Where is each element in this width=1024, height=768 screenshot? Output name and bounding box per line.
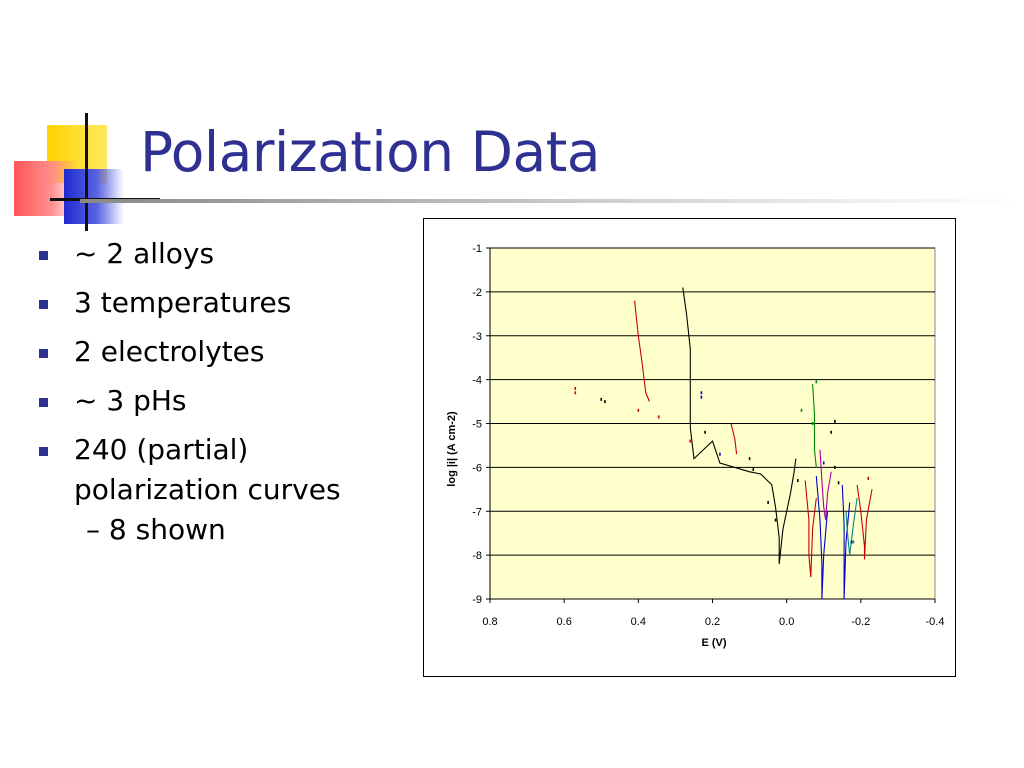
x-tick-label: -0.2 [851, 616, 870, 628]
data-point [719, 452, 721, 456]
bullet-list: ~ 2 alloys 3 temperatures 2 electrolytes… [36, 234, 396, 559]
bullet-text: ~ 2 alloys [74, 237, 215, 270]
bullet-item: 240 (partial) polarization curves – 8 sho… [36, 430, 396, 550]
decorative-logo [0, 105, 160, 235]
data-point [867, 476, 870, 480]
polarization-curve [804, 480, 817, 578]
y-tick-label: -7 [472, 506, 482, 518]
data-point [704, 430, 706, 434]
bullet-text: 3 temperatures [74, 286, 292, 319]
y-tick-label: -5 [472, 419, 482, 431]
data-point [800, 408, 803, 412]
polarization-curve [815, 476, 829, 600]
data-point [830, 430, 832, 434]
polarization-curve [845, 498, 858, 556]
bullet-item: 3 temperatures [36, 283, 396, 323]
bullet-marker [39, 300, 48, 309]
data-point [574, 386, 577, 390]
data-point [748, 457, 751, 461]
sub-bullet-text: – 8 shown [86, 513, 226, 546]
data-point [752, 468, 755, 472]
polarization-curve [730, 423, 738, 455]
polarization-chart: -1 -2 -3 -4 -5 -6 -7 -8 -9 0.8 0.6 0.4 0.2 0.0 -0.2 -0.… [423, 218, 956, 677]
title-underline [80, 199, 1020, 203]
x-tick-label: -0.4 [926, 616, 945, 628]
polarization-curve [682, 287, 797, 564]
bullet-item: ~ 3 pHs [36, 381, 396, 421]
data-point [852, 540, 855, 544]
polarization-curve [841, 484, 851, 600]
slide-title: Polarization Data [140, 120, 600, 184]
data-point [811, 422, 814, 425]
polarization-curve [856, 484, 873, 560]
bullet-marker [39, 251, 48, 260]
data-point [700, 391, 703, 395]
polarization-curve [634, 300, 651, 402]
logo-blue-square [64, 169, 124, 224]
data-point [637, 408, 640, 412]
data-point [815, 380, 818, 384]
bullet-marker [39, 398, 48, 407]
data-point [600, 397, 603, 401]
bullet-text: 240 (partial) polarization curves [74, 433, 341, 506]
y-tick-label: -2 [472, 287, 482, 299]
data-point [834, 465, 836, 469]
bullet-text: 2 electrolytes [74, 335, 265, 368]
x-tick-label: 0.4 [631, 616, 646, 628]
x-axis-label: E (V) [701, 637, 727, 649]
data-point [850, 540, 853, 544]
data-point [767, 500, 769, 504]
y-tick-label: -9 [472, 594, 482, 606]
data-point [837, 481, 840, 485]
x-tick-label: 0.0 [779, 616, 794, 628]
data-point [657, 415, 660, 419]
bullet-item: ~ 2 alloys [36, 234, 396, 274]
bullet-text: ~ 3 pHs [74, 384, 187, 417]
y-tick-label: -3 [472, 331, 482, 343]
bullet-marker [39, 447, 48, 456]
data-point [774, 518, 777, 522]
data-point [796, 479, 799, 483]
y-tick-label: -1 [472, 243, 482, 255]
y-tick-label: -8 [472, 550, 482, 562]
data-point [689, 439, 692, 443]
x-tick-label: 0.8 [482, 616, 497, 628]
polarization-curve [819, 449, 832, 521]
data-point [574, 391, 577, 395]
bullet-item: 2 electrolytes [36, 332, 396, 372]
x-tick-label: 0.2 [705, 616, 720, 628]
data-point [700, 395, 703, 399]
chart-svg: -1 -2 -3 -4 -5 -6 -7 -8 -90.8 0.6 0.4 0.2 0.0 -0.2 -0.… [472, 243, 945, 628]
bullet-marker [39, 349, 48, 358]
data-point [822, 461, 825, 465]
y-tick-label: -4 [472, 375, 482, 387]
data-point [843, 527, 845, 531]
y-tick-label: -6 [472, 462, 482, 474]
x-tick-label: 0.6 [557, 616, 572, 628]
logo-vertical-line [85, 113, 88, 231]
data-point [604, 400, 606, 404]
data-point [834, 419, 836, 423]
polarization-curve [812, 383, 817, 468]
